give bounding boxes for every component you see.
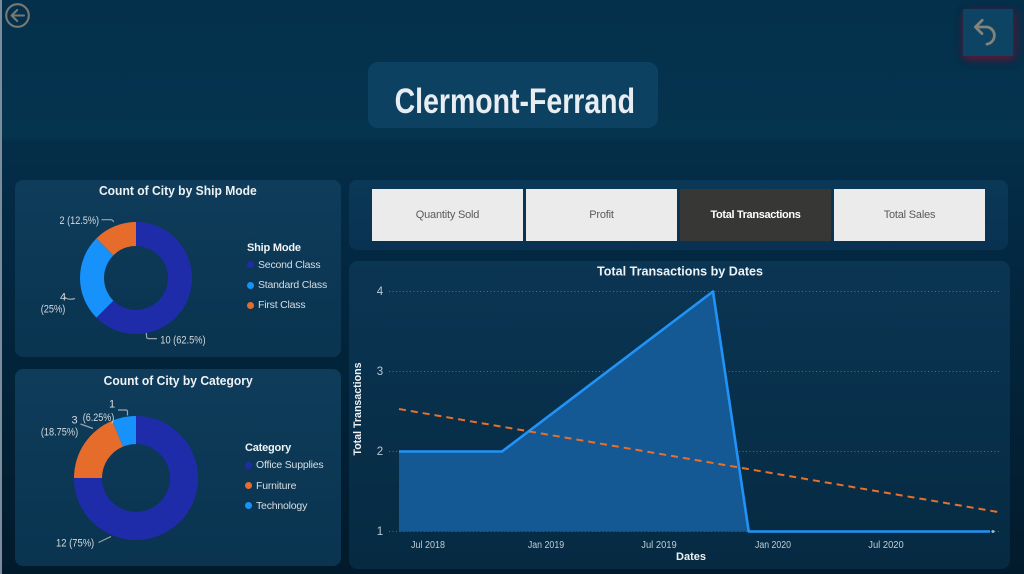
svg-text:12 (75%): 12 (75%): [56, 538, 94, 550]
svg-text:Jul 2019: Jul 2019: [641, 540, 677, 551]
svg-text:4: 4: [60, 292, 66, 304]
svg-text:(6.25%): (6.25%): [83, 412, 115, 424]
svg-text:Jan 2019: Jan 2019: [528, 540, 565, 551]
svg-text:3: 3: [71, 415, 77, 427]
svg-text:(25%): (25%): [41, 304, 66, 316]
svg-text:Total Transactions: Total Transactions: [352, 363, 364, 456]
svg-text:10 (62.5%): 10 (62.5%): [160, 335, 205, 347]
svg-text:1: 1: [109, 399, 115, 411]
svg-text:3: 3: [377, 366, 383, 378]
svg-text:2: 2: [377, 446, 383, 458]
svg-text:Total Transactions by Dates: Total Transactions by Dates: [597, 264, 763, 279]
svg-text:1: 1: [377, 526, 383, 538]
svg-text:Dates: Dates: [676, 551, 706, 563]
svg-text:4: 4: [377, 286, 384, 298]
svg-text:Jul 2020: Jul 2020: [868, 540, 904, 551]
svg-text:2 (12.5%): 2 (12.5%): [60, 215, 100, 227]
svg-text:Jan 2020: Jan 2020: [755, 540, 791, 551]
svg-text:Jul 2018: Jul 2018: [411, 540, 445, 551]
svg-text:(18.75%): (18.75%): [41, 427, 78, 439]
